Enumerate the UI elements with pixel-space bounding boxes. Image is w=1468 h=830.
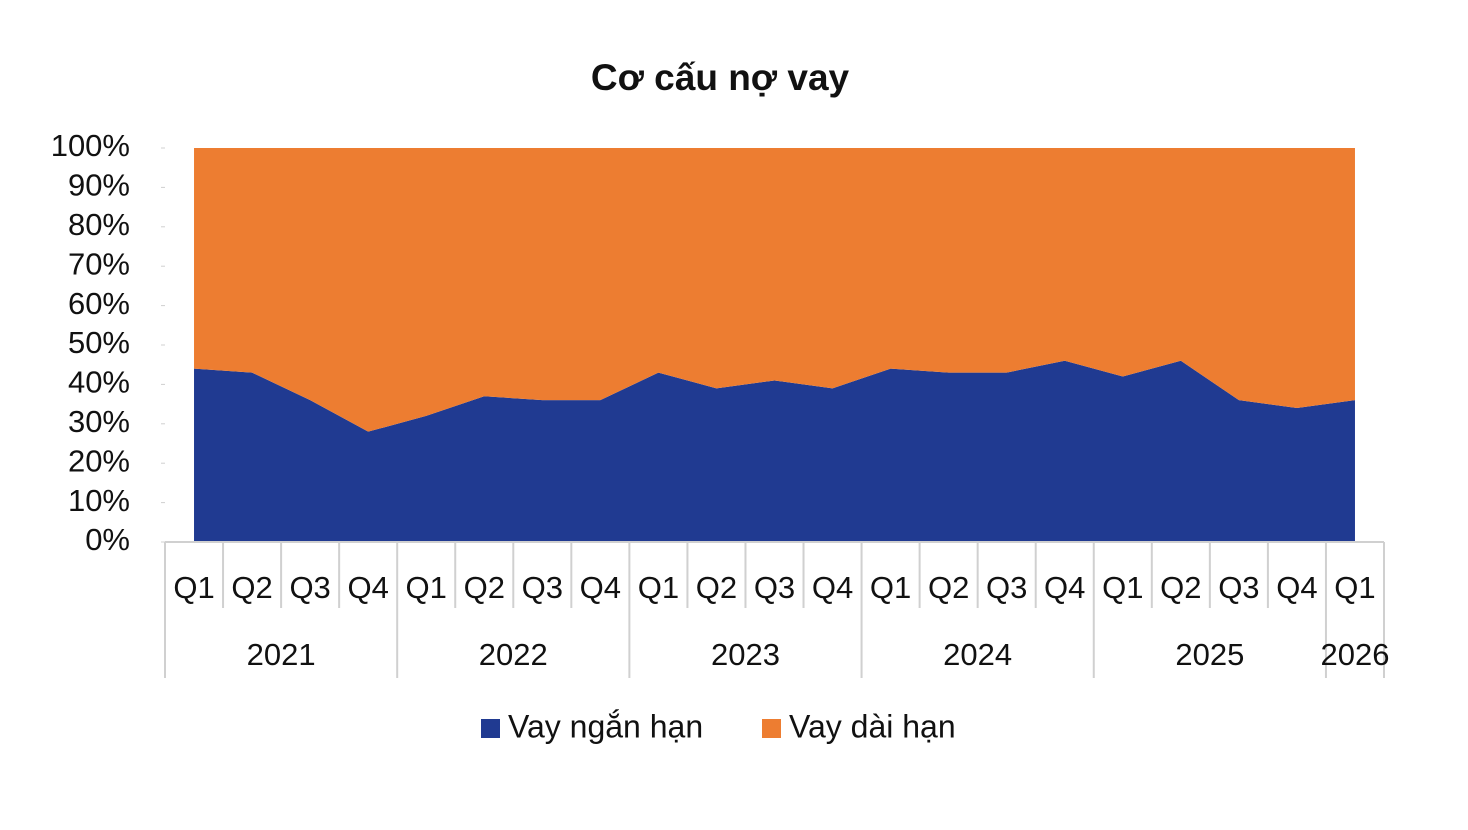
x-tick-label: Q4: [580, 570, 621, 605]
x-tick-label: Q3: [986, 570, 1027, 605]
x-tick-label: Q3: [289, 570, 330, 605]
x-tick-label: Q3: [754, 570, 795, 605]
y-tick-label: 80%: [68, 207, 130, 242]
y-tick-label: 40%: [68, 365, 130, 400]
y-tick-label: 90%: [68, 168, 130, 203]
chart-title: Cơ cấu nợ vay: [591, 57, 850, 98]
y-tick-label: 70%: [68, 246, 130, 281]
x-tick-label: Q3: [1218, 570, 1259, 605]
y-tick-label: 60%: [68, 286, 130, 321]
y-tick-label: 0%: [85, 522, 130, 557]
x-group-label: 2021: [247, 637, 316, 672]
legend-label: Vay ngắn hạn: [508, 708, 703, 744]
x-tick-label: Q1: [870, 570, 911, 605]
x-tick-label: Q2: [928, 570, 969, 605]
legend-swatch: [481, 719, 500, 738]
x-tick-label: Q4: [812, 570, 853, 605]
x-group-label: 2023: [711, 637, 780, 672]
x-tick-label: Q4: [1044, 570, 1085, 605]
x-tick-label: Q2: [1160, 570, 1201, 605]
x-tick-label: Q2: [696, 570, 737, 605]
y-tick-label: 20%: [68, 443, 130, 478]
area: [194, 360, 1355, 542]
x-tick-label: Q4: [1276, 570, 1317, 605]
legend-label: Vay dài hạn: [789, 708, 956, 744]
x-tick-label: Q1: [1334, 570, 1375, 605]
y-tick-label: 100%: [51, 128, 130, 163]
x-tick-label: Q2: [231, 570, 272, 605]
legend-swatch: [762, 719, 781, 738]
y-tick-label: 30%: [68, 404, 130, 439]
x-group-label: 2022: [479, 637, 548, 672]
x-tick-label: Q2: [464, 570, 505, 605]
x-tick-label: Q3: [522, 570, 563, 605]
x-group-label: 2025: [1175, 637, 1244, 672]
x-tick-label: Q1: [406, 570, 447, 605]
x-tick-label: Q1: [638, 570, 679, 605]
x-tick-label: Q4: [347, 570, 388, 605]
x-group-label: 2024: [943, 637, 1012, 672]
x-group-label: 2026: [1320, 637, 1389, 672]
x-tick-label: Q1: [173, 570, 214, 605]
y-tick-label: 50%: [68, 325, 130, 360]
y-tick-label: 10%: [68, 483, 130, 518]
x-tick-label: Q1: [1102, 570, 1143, 605]
area: [194, 148, 1355, 432]
